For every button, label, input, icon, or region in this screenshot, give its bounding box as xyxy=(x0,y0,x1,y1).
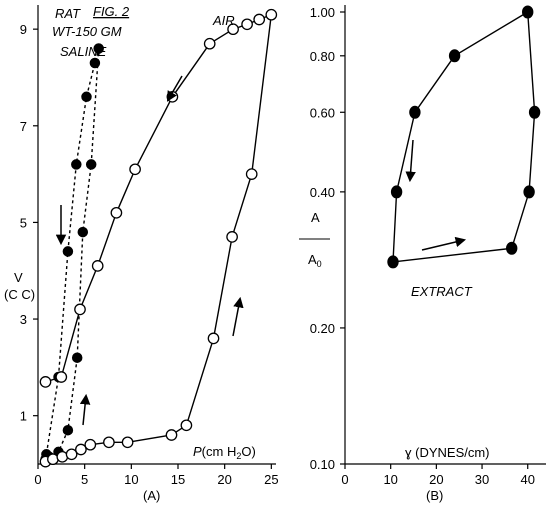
gamma-symbol: ɣ xyxy=(405,445,412,460)
data-point-extract xyxy=(522,5,534,19)
panel-b-y-label-top: A xyxy=(311,210,320,225)
arrow-air-ascending xyxy=(232,296,244,337)
y-tick-label: 9 xyxy=(20,22,27,37)
x-tick-label: 10 xyxy=(383,472,397,487)
weight-label: WT-150 GM xyxy=(52,24,122,39)
panel-b-y-ticks: 0.10 0.20 0.40 0.60 0.80 1.00 xyxy=(310,5,345,472)
data-point-saline xyxy=(85,159,97,170)
data-point-saline xyxy=(89,57,101,69)
panel-b: 0 10 20 30 40 0.10 0.20 0.40 0.60 0.80 1.00 A A 0 … xyxy=(299,5,546,503)
data-point-extract xyxy=(448,49,461,63)
data-point-extract xyxy=(528,105,541,119)
data-point-air xyxy=(74,303,86,316)
data-point-air xyxy=(203,37,216,50)
panel-b-y-label-bottom: A0 xyxy=(308,252,322,269)
series-line-extract xyxy=(392,10,536,263)
air-label: AIR xyxy=(212,13,235,28)
x-tick-label: 15 xyxy=(171,472,185,487)
panel-a: 0 5 10 15 20 25 1 3 5 7 9 FIG. 2 RAT WT-150 GM SA… xyxy=(4,4,279,503)
panel-a-label: (A) xyxy=(143,488,160,503)
saline-label: SALINE xyxy=(60,44,107,59)
x-tick-label: 10 xyxy=(124,472,138,487)
data-point-air xyxy=(180,419,193,432)
data-point-air xyxy=(245,168,258,180)
x-tick-label: 25 xyxy=(264,472,278,487)
data-point-air xyxy=(165,429,178,441)
arrow-extract-right xyxy=(421,236,467,251)
data-point-saline xyxy=(71,159,82,170)
x-tick-label: 40 xyxy=(520,472,534,487)
y-label-bottom-sub: 0 xyxy=(317,259,322,269)
data-point-air xyxy=(129,163,141,176)
data-point-extract xyxy=(523,185,535,199)
data-point-air xyxy=(227,23,239,36)
data-point-air xyxy=(226,231,238,243)
arrow-air-descending xyxy=(166,75,183,102)
data-point-extract xyxy=(387,255,399,269)
rat-label: RAT xyxy=(55,6,81,21)
y-tick-label: 0.40 xyxy=(310,185,335,200)
data-point-extract xyxy=(390,185,403,199)
x-tick-label: 0 xyxy=(34,472,41,487)
panel-b-x-label: ɣ (DYNES/cm) xyxy=(405,445,490,460)
y-tick-label: 0.20 xyxy=(310,321,335,336)
data-point-saline xyxy=(77,226,89,238)
x-label-prefix: P xyxy=(193,444,202,459)
y-label-bottom-main: A xyxy=(308,252,317,267)
y-tick-label: 1 xyxy=(20,409,27,424)
data-point-extract xyxy=(409,105,421,119)
data-point-air xyxy=(65,448,78,461)
data-point-extract xyxy=(506,241,518,255)
arrow-extract-down xyxy=(405,139,416,183)
x-tick-label: 20 xyxy=(217,472,231,487)
data-point-saline xyxy=(62,424,74,436)
panel-b-series-points xyxy=(387,5,541,269)
x-label-body: (cm H xyxy=(202,444,237,459)
fig-label: FIG. 2 xyxy=(93,4,130,19)
data-point-air xyxy=(75,443,87,456)
data-point-air xyxy=(241,18,253,31)
panel-b-series-lines xyxy=(392,10,536,263)
y-tick-label: 0.80 xyxy=(310,49,335,64)
arrow-saline-ascending xyxy=(79,393,91,426)
y-tick-label: 7 xyxy=(20,119,27,134)
y-tick-label: 1.00 xyxy=(310,5,335,20)
x-label-text: (DYNES/cm) xyxy=(412,445,490,460)
x-tick-label: 5 xyxy=(81,472,88,487)
data-point-saline xyxy=(62,246,74,257)
data-point-air xyxy=(84,438,97,451)
data-point-saline xyxy=(81,91,92,103)
panel-a-y-label: V xyxy=(14,270,23,285)
data-point-air xyxy=(265,8,278,21)
data-point-air xyxy=(110,206,123,219)
x-tick-label: 20 xyxy=(429,472,443,487)
y-tick-label: 0.10 xyxy=(310,457,335,472)
panel-b-x-ticks: 0 10 20 30 40 xyxy=(341,464,535,487)
extract-label: EXTRACT xyxy=(411,284,473,299)
data-point-saline xyxy=(93,43,104,54)
data-point-air xyxy=(121,436,134,449)
data-point-air xyxy=(103,436,115,449)
data-point-air xyxy=(55,371,68,383)
panel-a-x-label: P(cm H2O) xyxy=(193,444,256,461)
y-tick-label: 5 xyxy=(20,215,27,230)
x-tick-label: 0 xyxy=(341,472,348,487)
data-point-air xyxy=(91,260,104,272)
x-tick-label: 30 xyxy=(475,472,489,487)
panel-a-x-ticks: 0 5 10 15 20 25 xyxy=(34,464,279,487)
panel-a-y-ticks: 1 3 5 7 9 xyxy=(20,22,38,424)
data-point-air xyxy=(39,376,52,388)
panel-b-label: (B) xyxy=(426,488,443,503)
y-tick-label: 3 xyxy=(20,312,27,327)
data-point-saline xyxy=(71,352,83,363)
data-point-air xyxy=(253,13,266,26)
x-label-suffix: O) xyxy=(241,444,255,459)
x-label-sub: 2 xyxy=(236,451,241,461)
panel-a-series-points xyxy=(39,8,278,468)
y-tick-label: 0.60 xyxy=(310,105,335,120)
panel-a-y-unit: (C C) xyxy=(4,287,35,302)
data-point-air xyxy=(47,453,59,466)
data-point-air xyxy=(207,332,220,345)
